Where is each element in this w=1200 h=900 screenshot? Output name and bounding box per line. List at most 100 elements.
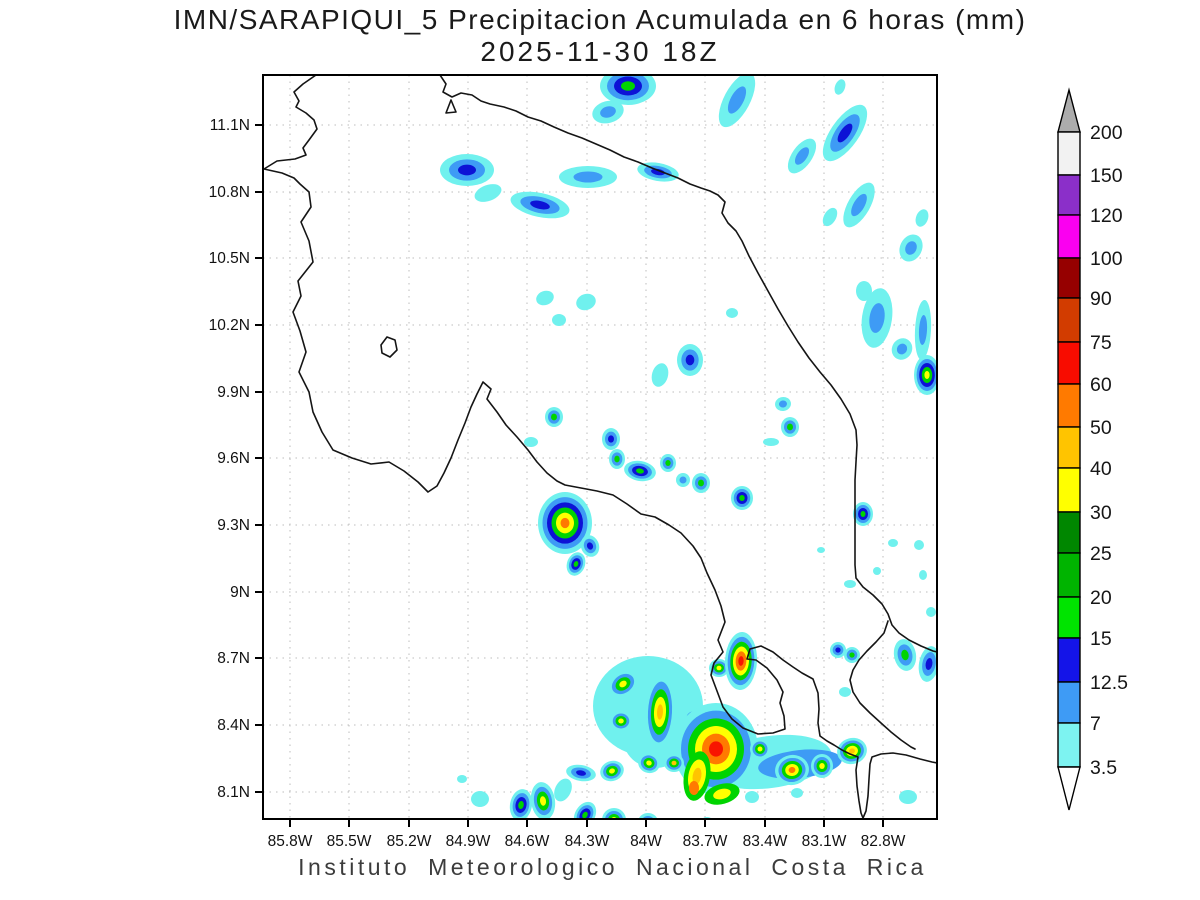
precip-cell [914,355,937,395]
colorbar: 200 150 120 100 90 75 60 50 40 30 25 20 15 12.5 7 3.5 [1057,87,1128,811]
map-frame [262,74,938,820]
precip-cell [745,791,759,803]
colorbar-label: 75 [1090,332,1112,354]
precip-cell [822,104,868,162]
precip-cell [775,754,809,786]
precip-cell [763,438,779,446]
colorbar-segment [1057,383,1081,428]
colorbar-segment [1057,257,1081,299]
precip-cell [545,407,563,427]
colorbar-segment [1057,341,1081,385]
colorbar-label: 12.5 [1090,672,1128,694]
precip-cell [600,760,624,782]
precip-cell [552,314,566,326]
colorbar-label: 7 [1090,713,1101,735]
precip-cell [651,363,669,387]
precip-cell [638,813,658,819]
precip-cell [573,801,597,819]
precip-cell [893,639,917,671]
precip-cell [843,182,875,228]
colorbar-segment [1057,681,1081,724]
lat-tick-label: 9.3N [217,517,250,534]
precip-cell [888,539,898,547]
precip-cell [914,300,932,360]
page-title: IMN/SARAPIQUI_5 Precipitacion Acumulada … [173,4,1027,35]
colorbar-label: 90 [1090,288,1112,310]
precip-cell [822,207,838,227]
colorbar-segment [1057,722,1081,768]
precip-cell [440,154,494,186]
precip-cell [538,492,592,554]
colorbar-segment [1057,467,1081,513]
precip-cell [580,535,600,557]
precip-cell [637,162,679,182]
precip-cell [834,79,846,95]
precip-cell [844,647,860,663]
lat-tick-label: 10.8N [209,184,250,201]
precip-cell [536,290,554,306]
colorbar-segment [1057,174,1081,216]
precip-cell [873,567,881,575]
precip-cell [726,308,738,318]
precip-cell [926,607,936,617]
colorbar-label: 60 [1090,374,1112,396]
precip-cell [724,632,758,690]
lat-tick-label: 8.7N [217,650,250,667]
coastline [263,75,937,819]
precip-cell [610,711,632,731]
precip-cell [524,437,538,447]
precip-cell [576,293,596,311]
lon-tick-label: 84W [630,833,662,850]
precip-cell [899,234,923,262]
precip-cell [791,788,803,798]
precip-cell [899,790,917,804]
lat-tick-label: 11.1N [210,117,250,134]
colorbar-label: 25 [1090,543,1112,565]
precip-cell [608,670,638,698]
precip-cell [510,191,570,219]
precip-cell [918,646,937,682]
lat-tick-label: 9.6N [217,450,250,467]
precip-cell [704,783,740,805]
page-subtitle: 2025-11-30 18Z [480,36,720,67]
precip-cell [787,138,817,174]
lon-tick-label: 85.2W [387,833,432,850]
precip-field [440,75,937,819]
footer-credit: Instituto Meteorologico Nacional Costa R… [298,854,927,880]
colorbar-over-arrow [1057,87,1081,133]
colorbar-label: 40 [1090,458,1112,480]
precip-cell [915,209,929,227]
precip-cell [644,674,676,750]
precip-cell [919,570,927,580]
precip-cell [689,781,699,795]
precip-cell [844,580,856,588]
precip-cell [509,789,533,819]
precip-cell [853,502,873,526]
precip-cell [676,473,690,487]
lon-tick-label: 83.4W [743,833,788,850]
precip-cell [638,752,660,774]
precip-cell [457,775,467,783]
precip-cell [600,75,656,105]
precip-cell [781,417,799,437]
colorbar-under-arrow [1057,766,1081,811]
precip-cell [914,540,924,550]
precip-cell [750,739,770,759]
lat-tick-label: 9.9N [217,384,250,401]
precip-cell [861,288,893,348]
precip-cell [775,396,791,412]
precip-cell [566,552,586,576]
lon-tick-label: 85.5W [327,833,372,850]
precip-cell [602,428,620,450]
colorbar-label: 3.5 [1090,757,1117,779]
precip-cell [664,754,684,772]
colorbar-label: 120 [1090,205,1123,227]
precip-cell [609,449,625,469]
colorbar-segment [1057,297,1081,343]
lon-tick-label: 84.9W [446,833,491,850]
lon-tick-label: 85.8W [268,833,313,850]
precip-cell [692,473,710,493]
precip-cell [811,754,833,778]
